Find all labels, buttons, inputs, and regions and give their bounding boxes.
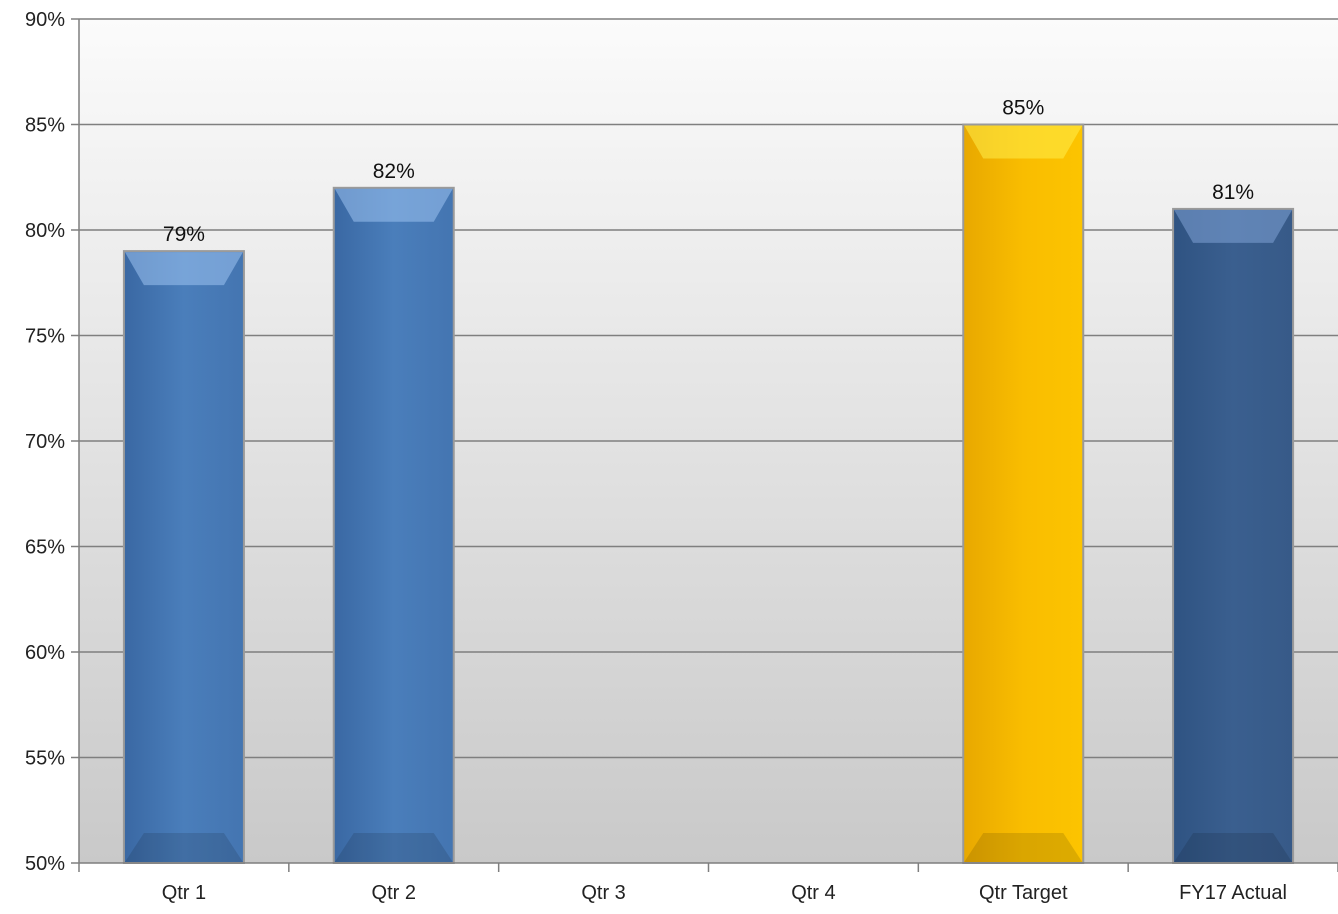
y-tick-label: 50% xyxy=(25,853,65,875)
x-tick-label: Qtr 4 xyxy=(791,882,835,904)
bar-fy17-actual xyxy=(1172,207,1295,864)
bar-qtr-1 xyxy=(122,250,245,865)
x-tick-label: Qtr Target xyxy=(979,882,1068,904)
x-tick-label: Qtr 1 xyxy=(162,882,206,904)
y-tick-label: 90% xyxy=(25,9,65,31)
axes xyxy=(71,18,1338,872)
y-tick-label: 80% xyxy=(25,220,65,242)
gridlines xyxy=(79,18,1338,759)
y-tick-label: 85% xyxy=(25,115,65,137)
x-tick-label: Qtr 2 xyxy=(372,882,416,904)
data-label: 85% xyxy=(1002,97,1044,120)
y-tick-label: 65% xyxy=(25,537,65,559)
x-tick-label: FY17 Actual xyxy=(1179,882,1287,904)
x-tick-label: Qtr 3 xyxy=(581,882,625,904)
y-tick-label: 55% xyxy=(25,748,65,770)
bar-qtr-2 xyxy=(332,186,455,865)
labels: 50% 55% 60% 65% 70% 75% 80% 85% 90% 79% Qtr 1 82% Qt… xyxy=(25,9,1287,904)
bar-qtr-target xyxy=(962,123,1085,864)
y-tick-label: 75% xyxy=(25,326,65,348)
data-label: 82% xyxy=(373,160,415,183)
y-tick-label: 60% xyxy=(25,642,65,664)
data-label: 81% xyxy=(1212,181,1254,204)
y-tick-label: 70% xyxy=(25,431,65,453)
data-label: 79% xyxy=(163,223,205,246)
